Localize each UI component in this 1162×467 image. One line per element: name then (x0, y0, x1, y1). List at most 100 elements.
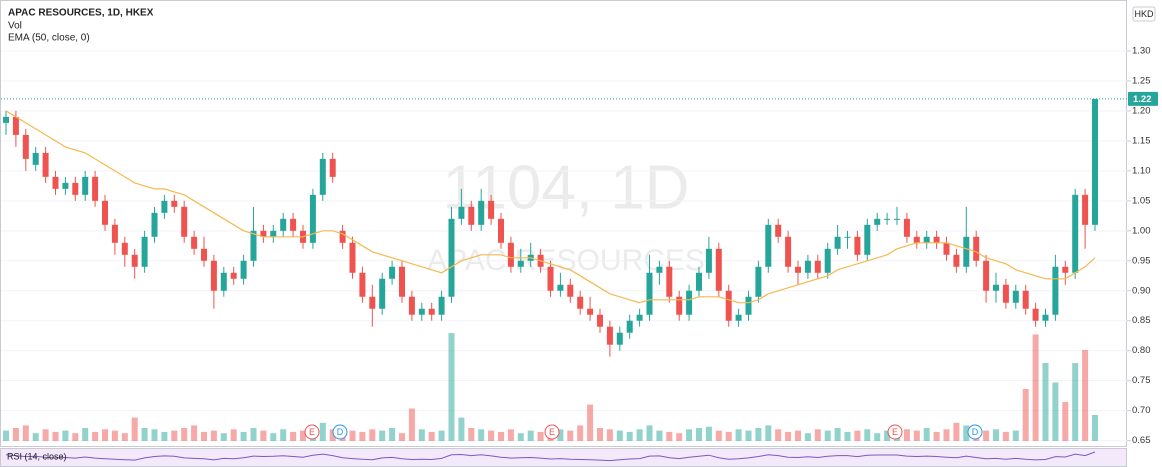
y-tick-label: 1.00 (1132, 225, 1151, 236)
candle-body (498, 218, 504, 243)
candle-body (587, 308, 594, 315)
y-tick-label: 1.25 (1132, 75, 1151, 86)
event-marker[interactable] (544, 424, 560, 440)
candle-body (725, 290, 732, 321)
volume-bar (32, 433, 39, 441)
volume-bar (775, 429, 782, 441)
y-tick-label: 1.30 (1132, 45, 1151, 56)
rsi-title[interactable]: RSI (14, close) (7, 451, 67, 461)
event-marker[interactable] (304, 424, 320, 440)
candle-body (1052, 266, 1059, 315)
candle-body (577, 296, 584, 309)
candle-body (874, 218, 881, 225)
volume-bar (399, 433, 405, 441)
volume-bar (567, 430, 574, 441)
candle-body (636, 314, 643, 321)
volume-bar (3, 430, 9, 441)
candle-body (963, 236, 970, 267)
candle-body (973, 236, 980, 261)
candle-body (696, 272, 702, 291)
candle-body (12, 116, 19, 135)
candle-body (240, 260, 247, 279)
legend-entry[interactable]: Vol (8, 21, 22, 32)
candle-body (755, 266, 762, 297)
volume-bar (141, 428, 148, 441)
candle-body (478, 200, 485, 225)
legend-entry[interactable]: EMA (50, close, 0) (8, 33, 90, 44)
volume-bar (636, 429, 643, 441)
candle-body (280, 218, 287, 231)
volume-bar (1022, 389, 1029, 441)
candle-body (953, 254, 960, 267)
volume-bar (1052, 382, 1059, 441)
candle-body (854, 236, 861, 255)
volume-bar (448, 333, 455, 441)
candle-body (715, 248, 722, 291)
volume-bar (369, 429, 376, 441)
candle-body (745, 296, 752, 315)
event-marker[interactable] (887, 424, 903, 440)
volume-bar (557, 429, 564, 441)
volume-bar (517, 433, 524, 441)
candle-body (102, 200, 108, 225)
volume-bar (765, 425, 772, 441)
volume-bar (92, 431, 99, 441)
volume-bar (1072, 363, 1079, 441)
candle-body (270, 230, 277, 237)
candle-body (121, 242, 128, 255)
candle-body (448, 218, 455, 297)
candle-body (597, 314, 603, 327)
candle-body (884, 218, 891, 220)
volume-bar (597, 428, 603, 441)
candle-body (250, 230, 257, 261)
volume-bar (626, 431, 633, 441)
currency[interactable]: HKD (1134, 9, 1154, 19)
volume-bar (1062, 402, 1069, 441)
candle-body (22, 134, 29, 159)
candle-body (1022, 290, 1029, 309)
y-tick-label: 0.65 (1132, 435, 1151, 446)
event-label: D (972, 427, 979, 437)
volume-bar (418, 429, 425, 441)
candle-body (468, 206, 475, 225)
chart-title[interactable]: APAC RESOURCES, 1D, HKEX (8, 8, 154, 19)
volume-bar (824, 430, 831, 441)
volume-bar (191, 425, 198, 441)
candle-body (220, 272, 227, 291)
volume-bar (735, 429, 742, 441)
rsi-line (5, 451, 1096, 462)
event-label: E (549, 427, 555, 437)
y-tick-label: 1.05 (1132, 195, 1151, 206)
candle-body (933, 236, 940, 243)
volume-bar (874, 433, 881, 441)
volume-bar (290, 431, 297, 441)
event-marker[interactable] (967, 424, 983, 440)
candle-body (1032, 308, 1039, 321)
volume-bar (171, 430, 178, 441)
volume-bar (705, 426, 712, 441)
candle-body (52, 176, 59, 189)
candle-body (626, 320, 633, 333)
volume-bar (686, 429, 693, 441)
volume-bar (250, 428, 257, 441)
candle-body (656, 266, 663, 273)
candle-body (72, 182, 79, 195)
candle-body (230, 272, 237, 279)
volume-bar (963, 425, 970, 441)
candle-body (923, 236, 930, 243)
volume-bar (844, 431, 851, 441)
volume-bar (616, 430, 623, 441)
candle-body (359, 272, 366, 297)
currency-box[interactable] (1132, 6, 1156, 22)
candle-body (913, 236, 920, 243)
volume-bar (745, 430, 752, 441)
volume-bar (755, 428, 762, 441)
candle-body (82, 176, 89, 195)
candle-body (795, 266, 801, 273)
candle-body (705, 248, 712, 273)
candle-body (646, 272, 653, 315)
volume-bar (1002, 431, 1009, 441)
volume-bar (656, 430, 663, 441)
event-marker[interactable] (332, 424, 348, 440)
